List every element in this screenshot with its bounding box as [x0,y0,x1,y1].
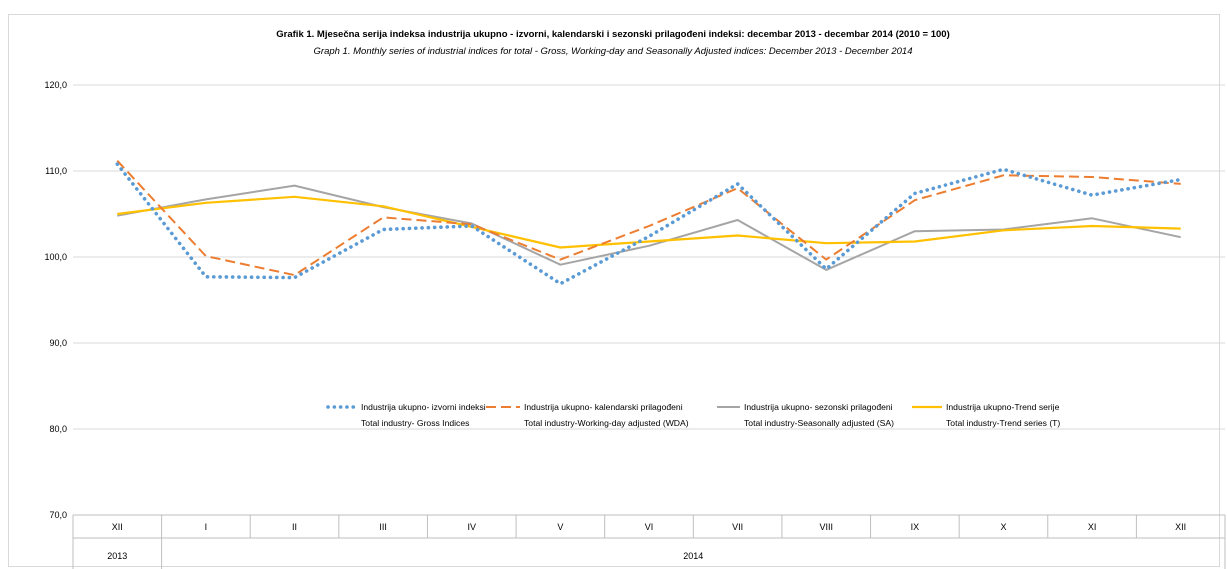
legend-label-en: Total industry-Seasonally adjusted (SA) [744,418,894,428]
x-tick-label: VII [732,522,743,532]
x-tick-label: V [557,522,563,532]
series-line-1 [116,160,1181,277]
chart-title: Grafik 1. Mjesečna serija indeksa indust… [276,29,949,40]
x-group-label: 2014 [683,551,703,561]
y-tick-label: 100,0 [44,252,67,262]
x-tick-label: XI [1088,522,1097,532]
y-tick-label: 80,0 [49,424,67,434]
x-tick-label: I [205,522,208,532]
series-line-0 [115,162,1183,286]
legend-label-en: Total industry-Trend series (T) [946,418,1060,428]
y-tick-label: 90,0 [49,338,67,348]
series-lines [115,160,1183,286]
legend: Industrija ukupno- izvorni indeksi Total … [326,402,1060,428]
y-tick-label: 120,0 [44,80,67,90]
chart-frame [8,14,1220,567]
legend-label: Industrija ukupno- kalendarski prilagođe… [524,402,683,412]
x-group-label: 2013 [107,551,127,561]
legend-label: Industrija ukupno-Trend serije [946,402,1060,412]
grid [73,84,1225,516]
x-tick-label: III [379,522,387,532]
x-tick-label: X [1000,522,1006,532]
legend-label: Industrija ukupno- izvorni indeksi [361,402,486,412]
x-tick-label: II [292,522,297,532]
x-tick-label: IV [468,522,477,532]
x-tick-label: XII [112,522,123,532]
x-tick-label: XII [1175,522,1186,532]
y-tick-label: 70,0 [49,510,67,520]
legend-label: Industrija ukupno- sezonski prilagođeni [744,402,893,412]
x-tick-label: VI [645,522,654,532]
legend-label-en: Total industry- Gross Indices [361,418,469,428]
chart-subtitle: Graph 1. Monthly series of industrial in… [314,46,913,57]
x-tick-label: VIII [819,522,833,532]
series-line-3 [117,195,1181,249]
legend-label-en: Total industry-Working-day adjusted (WDA… [524,418,689,428]
x-tick-label: IX [911,522,920,532]
y-tick-label: 110,0 [45,166,67,176]
